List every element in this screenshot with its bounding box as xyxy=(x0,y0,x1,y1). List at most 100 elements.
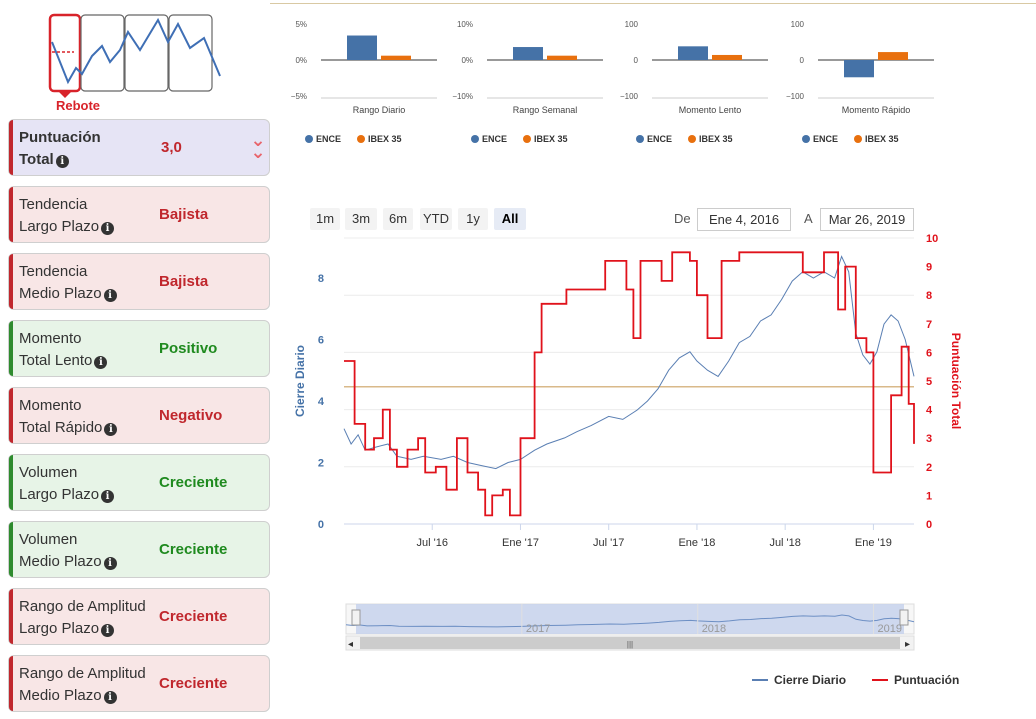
mini-y-tick: 10% xyxy=(457,20,473,29)
panel-accent-bar xyxy=(9,321,13,376)
scroll-grip-icon: ||| xyxy=(627,640,633,649)
mini-bar[interactable] xyxy=(547,55,577,60)
mini-bar[interactable] xyxy=(678,46,708,60)
x-tick-label: Jul '18 xyxy=(769,537,800,549)
mini-bar[interactable] xyxy=(347,35,377,60)
mini-legend[interactable]: ENCE IBEX 35 xyxy=(636,134,733,144)
panel-name-line2: Medio Plazo xyxy=(19,553,102,570)
info-icon[interactable]: i xyxy=(101,222,115,235)
mini-legend-ence: ENCE xyxy=(813,134,839,144)
panel-value: Creciente xyxy=(159,541,228,558)
range-button[interactable]: 1y xyxy=(458,208,488,230)
panel-accent-bar xyxy=(9,388,13,443)
mini-bar[interactable] xyxy=(844,60,874,78)
range-button[interactable]: All xyxy=(494,208,526,230)
mini-chart[interactable]: 100 0 −100 Momento Lento ENCE IBEX 35 xyxy=(616,14,786,154)
signal-panel[interactable]: Rango de Amplitud Largo Plazo i Creciente xyxy=(8,588,270,645)
score-step-line[interactable] xyxy=(344,251,915,517)
range-button[interactable]: 3m xyxy=(345,208,377,230)
panel-value: Creciente xyxy=(159,474,228,491)
mini-y-tick: 0 xyxy=(634,56,639,65)
signal-panel[interactable]: Volumen Medio Plazo i Creciente xyxy=(8,521,270,578)
panel-value: Bajista xyxy=(159,273,209,290)
navigator-selection[interactable] xyxy=(356,604,904,634)
panel-name-line2: Total xyxy=(19,151,54,168)
x-tick-label: Jul '17 xyxy=(593,537,624,549)
navigator-year-label: 2018 xyxy=(702,623,726,635)
panel-name: Rango de Amplitud Largo Plazo i xyxy=(19,596,169,640)
signal-panel[interactable]: Tendencia Largo Plazo i Bajista xyxy=(8,186,270,243)
mini-chart-title: Rango Diario xyxy=(353,105,406,115)
legend-score-label: Puntuación xyxy=(894,673,960,687)
signal-panel[interactable]: Volumen Largo Plazo i Creciente xyxy=(8,454,270,511)
navigator-handle[interactable] xyxy=(899,609,909,626)
mini-legend[interactable]: ENCE IBEX 35 xyxy=(802,134,899,144)
signal-panel[interactable]: Rango de Amplitud Medio Plazo i Creciente xyxy=(8,655,270,712)
x-tick-label: Ene '17 xyxy=(502,537,539,549)
main-chart[interactable]: Jul '16 Ene '17 Jul '17 Ene '18 Jul '18 Ene '… xyxy=(290,230,980,660)
panel-name-line2: Medio Plazo xyxy=(19,687,102,704)
mini-bar[interactable] xyxy=(878,52,908,60)
mini-chart-plot: 10% 0% −10% Rango Semanal xyxy=(452,20,603,115)
panel-accent-bar xyxy=(9,656,13,711)
mini-legend[interactable]: ENCE IBEX 35 xyxy=(305,134,402,144)
panel-name: Tendencia Largo Plazo i xyxy=(19,194,169,238)
info-icon[interactable]: i xyxy=(103,289,117,302)
mini-y-tick: 0% xyxy=(295,56,307,65)
info-icon[interactable]: i xyxy=(94,356,108,369)
y-right-tick-label: 3 xyxy=(926,433,932,445)
legend-price[interactable]: Cierre Diario xyxy=(752,673,846,687)
info-icon[interactable]: i xyxy=(55,155,69,168)
mini-y-tick: −100 xyxy=(786,92,805,101)
panel-name-line1: Rango de Amplitud xyxy=(19,665,146,682)
mini-chart[interactable]: 5% 0% −5% Rango Diario ENCE IBEX 35 xyxy=(285,14,455,154)
mini-legend-ibex: IBEX 35 xyxy=(368,134,402,144)
scrollbar-thumb[interactable] xyxy=(360,637,900,649)
mini-y-tick: 5% xyxy=(295,20,307,29)
range-button[interactable]: 6m xyxy=(383,208,413,230)
mini-chart-plot: 100 0 −100 Momento Lento xyxy=(620,20,768,115)
range-button[interactable]: YTD xyxy=(420,208,452,230)
panel-name-line1: Tendencia xyxy=(19,196,88,213)
panel-name: Momento Total Rápido i xyxy=(19,395,169,439)
mini-chart[interactable]: 100 0 −100 Momento Rápido ENCE IBEX 35 xyxy=(782,14,952,154)
signal-panel[interactable]: Puntuación Total i 3,0 ⌄ ⌄ xyxy=(8,119,270,176)
scroll-right-icon: ▸ xyxy=(905,639,910,650)
mini-y-tick: 0% xyxy=(461,56,473,65)
signal-panel[interactable]: Momento Total Lento i Positivo xyxy=(8,320,270,377)
mini-bar[interactable] xyxy=(381,55,411,60)
scroll-left-icon: ◂ xyxy=(348,639,353,650)
mini-legend[interactable]: ENCE IBEX 35 xyxy=(471,134,568,144)
info-icon[interactable]: i xyxy=(103,557,117,570)
panel-name: Puntuación Total i xyxy=(19,127,169,171)
mini-chart-title: Momento Rápido xyxy=(842,105,911,115)
info-icon[interactable]: i xyxy=(103,691,117,704)
rebote-logo xyxy=(48,13,221,98)
navigator-handle[interactable] xyxy=(351,609,361,626)
legend-dot-icon xyxy=(471,135,479,143)
signal-panel[interactable]: Momento Total Rápido i Negativo xyxy=(8,387,270,444)
range-button[interactable]: 1m xyxy=(310,208,340,230)
mini-y-tick: −5% xyxy=(291,92,307,101)
info-icon[interactable]: i xyxy=(104,423,118,436)
info-icon[interactable]: i xyxy=(101,490,115,503)
mini-bar[interactable] xyxy=(513,47,543,60)
y-right-tick-label: 8 xyxy=(926,290,932,302)
chevron-down-icon[interactable]: ⌄ ⌄ xyxy=(250,130,266,162)
legend-price-label: Cierre Diario xyxy=(774,673,847,687)
signal-panel[interactable]: Tendencia Medio Plazo i Bajista xyxy=(8,253,270,310)
mini-y-tick: −100 xyxy=(620,92,639,101)
from-label: De xyxy=(674,211,691,226)
mini-bar[interactable] xyxy=(712,54,742,60)
from-date-input[interactable]: Ene 4, 2016 xyxy=(697,208,791,231)
to-date-input[interactable]: Mar 26, 2019 xyxy=(820,208,914,231)
mini-chart-title: Rango Semanal xyxy=(513,105,578,115)
panel-name-line2: Total Rápido xyxy=(19,419,103,436)
legend-score[interactable]: Puntuación xyxy=(872,673,959,687)
mini-chart[interactable]: 10% 0% −10% Rango Semanal ENCE IBEX 35 xyxy=(451,14,621,154)
y-left-tick-label: 0 xyxy=(318,519,324,531)
mini-legend-ence: ENCE xyxy=(316,134,342,144)
info-icon[interactable]: i xyxy=(101,624,115,637)
price-line[interactable] xyxy=(343,255,915,470)
legend-dot-icon xyxy=(688,135,697,143)
